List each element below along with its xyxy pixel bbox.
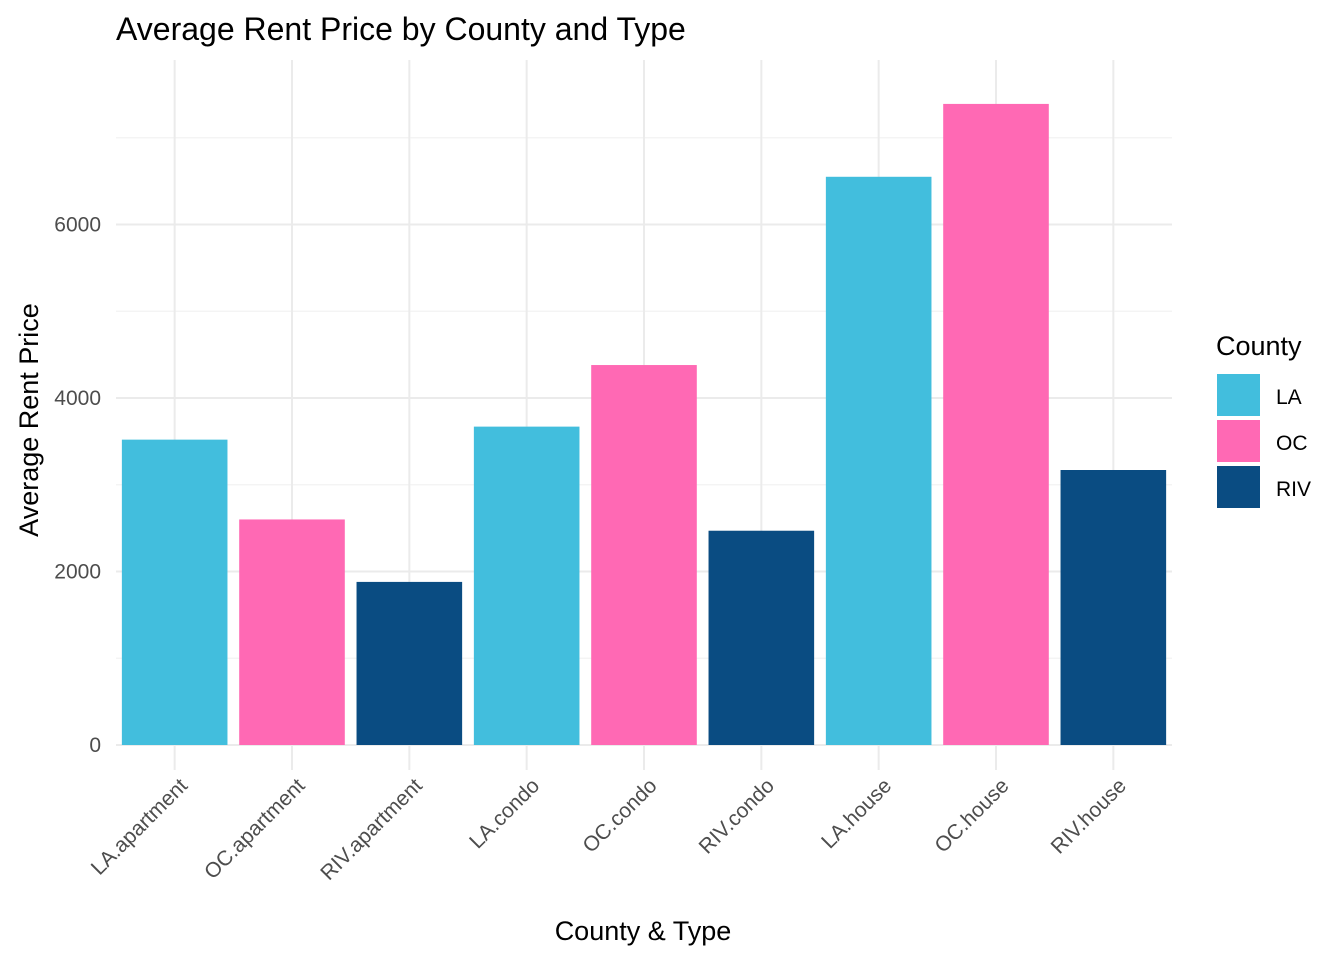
x-tick-label: LA.house	[817, 774, 896, 853]
x-tick-label: RIV.apartment	[316, 774, 427, 885]
legend-key-la	[1217, 374, 1260, 416]
bar-riv-house	[1060, 470, 1167, 745]
x-tick-label: RIV.house	[1047, 774, 1131, 858]
bar-la-condo	[473, 426, 580, 745]
x-tick-label: LA.apartment	[87, 774, 193, 880]
bars	[121, 103, 1167, 746]
legend-key-oc	[1217, 420, 1260, 462]
bar-la-house	[825, 176, 932, 746]
y-tick-label: 0	[89, 734, 101, 757]
x-tick-label: OC.apartment	[200, 774, 310, 884]
y-tick-label: 4000	[54, 387, 101, 410]
legend: County LA OC RIV	[1216, 331, 1311, 508]
x-tick-label: OC.house	[930, 774, 1013, 857]
x-tick-label: RIV.condo	[695, 774, 779, 858]
legend-title: County	[1216, 331, 1302, 361]
y-axis-title: Average Rent Price	[14, 303, 44, 537]
chart-title: Average Rent Price by County and Type	[116, 11, 686, 47]
bar-riv-apartment	[356, 581, 463, 745]
legend-items: LA OC RIV	[1217, 374, 1311, 508]
y-tick-label: 2000	[54, 561, 101, 584]
legend-label-riv: RIV	[1276, 478, 1311, 501]
bar-riv-condo	[708, 530, 815, 745]
y-tick-label: 6000	[54, 214, 101, 237]
bar-oc-condo	[591, 365, 697, 745]
legend-label-oc: OC	[1276, 432, 1308, 455]
legend-key-riv	[1217, 466, 1260, 508]
x-tick-label: OC.condo	[578, 774, 661, 857]
bar-la-apartment	[121, 439, 228, 745]
y-axis-ticks: 0 2000 4000 6000	[54, 214, 101, 758]
legend-label-la: LA	[1276, 386, 1302, 409]
x-tick-label: LA.condo	[465, 774, 544, 853]
x-axis-title: County & Type	[555, 916, 732, 946]
bar-oc-apartment	[239, 519, 345, 745]
bar-oc-house	[943, 103, 1049, 746]
x-axis-ticks: LA.apartment OC.apartment RIV.apartment LA.…	[87, 774, 1131, 885]
